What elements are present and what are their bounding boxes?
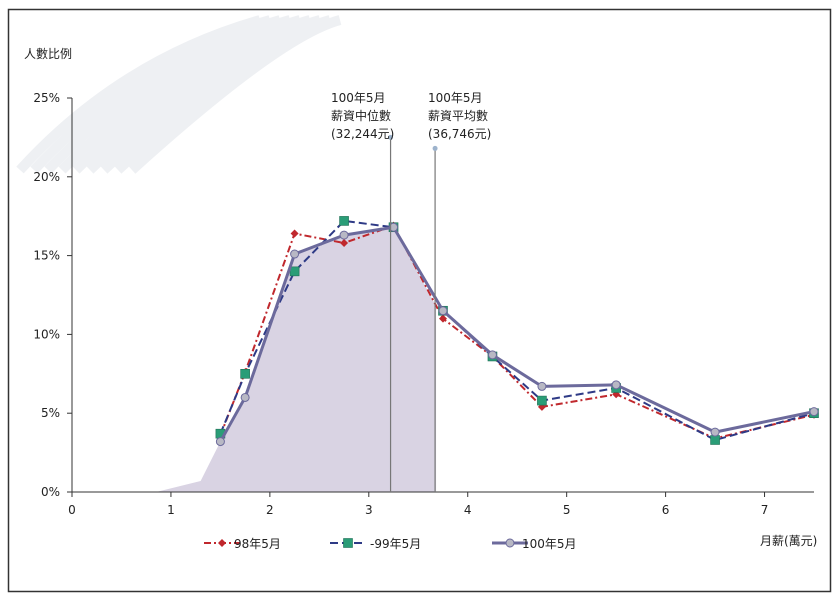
annotation-text: 薪資平均數 <box>428 109 488 123</box>
data-point <box>505 538 515 548</box>
annotation-text: 100年5月 <box>331 91 386 105</box>
area-layer <box>156 227 437 492</box>
data-point <box>215 437 225 447</box>
watermark-stroke <box>128 15 342 174</box>
y-tick-label: 0% <box>41 485 60 499</box>
annotation-text: (32,244元) <box>331 127 394 141</box>
data-point <box>710 427 720 437</box>
data-point <box>439 314 447 323</box>
x-tick-label: 0 <box>68 503 76 517</box>
series-circle <box>215 222 819 447</box>
legend-item: 98年5月 <box>204 537 281 551</box>
series-layer <box>215 216 819 447</box>
x-axis-label: 月薪(萬元) <box>760 534 817 548</box>
data-point <box>487 350 497 360</box>
data-point <box>240 392 250 402</box>
legend-label: 100年5月 <box>522 537 577 551</box>
data-point <box>240 368 250 379</box>
x-tick-label: 6 <box>662 503 670 517</box>
data-point <box>537 381 547 391</box>
y-tick-label: 25% <box>33 91 60 105</box>
data-point <box>290 249 300 259</box>
y-tick-label: 5% <box>41 406 60 420</box>
legend-item: -99年5月 <box>330 537 421 551</box>
data-point <box>438 306 448 316</box>
background-watermark <box>16 15 342 174</box>
annotation-text: (36,746元) <box>428 127 491 141</box>
legend: 98年5月 -99年5月 100年5月 <box>204 537 577 551</box>
legend-label: 98年5月 <box>234 537 281 551</box>
data-point <box>340 238 349 247</box>
data-point <box>343 538 353 548</box>
annotation-line-cap <box>432 145 438 151</box>
data-point <box>290 229 299 238</box>
data-point <box>218 539 226 547</box>
data-point <box>389 222 399 232</box>
legend-label: -99年5月 <box>370 537 421 551</box>
x-tick-label: 4 <box>464 503 472 517</box>
data-point <box>611 380 621 390</box>
x-tick-label: 7 <box>761 503 769 517</box>
data-point <box>710 435 720 445</box>
data-point <box>289 266 300 277</box>
annotation-text: 薪資中位數 <box>331 108 391 123</box>
x-tick-label: 5 <box>563 503 571 517</box>
area-fill-100 <box>156 227 437 492</box>
x-tick-label: 3 <box>365 503 373 517</box>
y-tick-label: 10% <box>33 327 60 341</box>
annotation-line-cap <box>388 134 394 140</box>
annotation-text: 100年5月 <box>428 91 483 105</box>
x-tick-label: 1 <box>167 503 175 517</box>
data-point <box>339 230 349 240</box>
y-tick-label: 20% <box>33 170 60 184</box>
data-point <box>339 216 349 226</box>
y-tick-label: 15% <box>33 249 60 263</box>
x-tick-label: 2 <box>266 503 274 517</box>
data-point <box>809 407 819 417</box>
legend-item: 100年5月 <box>492 537 577 551</box>
axes-layer: 0% 5% 10% 15% 20% 25% 0 1 2 3 4 5 6 7 <box>33 91 814 517</box>
data-point <box>537 395 547 406</box>
y-axis-label: 人數比例 <box>24 47 72 61</box>
